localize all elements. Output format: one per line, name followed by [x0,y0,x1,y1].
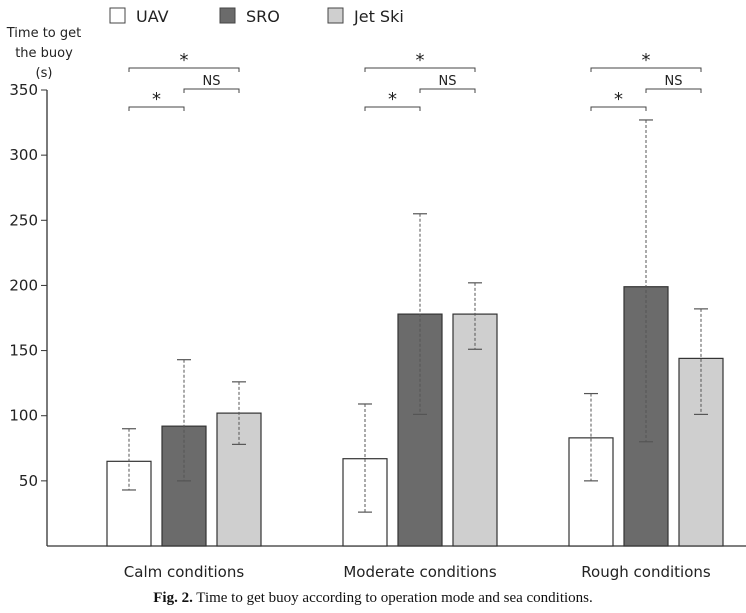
significance-label: * [152,89,161,110]
y-tick-label: 200 [9,276,38,294]
significance-bracket [590,106,647,111]
significance-label: * [388,89,397,110]
y-tick-label: 350 [9,81,38,99]
bars [106,286,724,547]
significance-bracket [183,88,240,93]
significance-bracket [364,106,421,111]
significance-bracket [645,88,702,93]
error-bars [122,119,708,513]
bar-uav [342,458,388,547]
legend-swatch-sro [219,7,236,24]
significance-label: NS [665,74,683,89]
bar-jet-ski [452,313,498,547]
significance-label: NS [203,74,221,89]
bar-sro [397,313,443,547]
figure-caption: Fig. 2. Time to get buoy according to op… [0,590,746,607]
y-axis-title-line: Time to get [6,26,81,41]
legend: UAV SRO Jet Ski [109,7,404,26]
significance-label: * [180,50,189,71]
significance-bracket [128,106,185,111]
x-category-label: Rough conditions [581,563,711,581]
y-axis-title: Time to get the buoy (s) [6,26,81,81]
significance-label: * [614,89,623,110]
x-axis-labels: Calm conditions Moderate conditions Rough … [124,563,711,581]
legend-label: UAV [136,7,169,26]
caption-text: Time to get buoy according to operation … [192,590,593,606]
significance-brackets: * NS * * NS * * NS * [128,50,702,111]
significance-bracket [419,88,476,93]
legend-label: SRO [246,7,280,26]
y-tick-label: 50 [19,472,38,490]
significance-label: * [642,50,651,71]
bar-chart: UAV SRO Jet Ski Time to get the buoy (s) 50 1… [6,7,746,581]
significance-bracket [128,67,240,72]
x-category-label: Moderate conditions [343,563,496,581]
y-tick-label: 300 [9,146,38,164]
legend-label: Jet Ski [353,7,404,26]
y-tick-label: 150 [9,342,38,360]
y-tick-label: 250 [9,211,38,229]
y-axis-title-line: (s) [36,66,53,81]
x-category-label: Calm conditions [124,563,245,581]
significance-bracket [364,67,476,72]
bar-sro [161,425,207,547]
legend-swatch-uav [109,7,126,24]
legend-swatch-jet-ski [327,7,344,24]
caption-prefix: Fig. 2. [153,590,193,606]
y-tick-label: 100 [9,407,38,425]
significance-label: * [416,50,425,71]
significance-bracket [590,67,702,72]
y-axis-title-line: the buoy [15,46,73,61]
significance-label: NS [439,74,457,89]
